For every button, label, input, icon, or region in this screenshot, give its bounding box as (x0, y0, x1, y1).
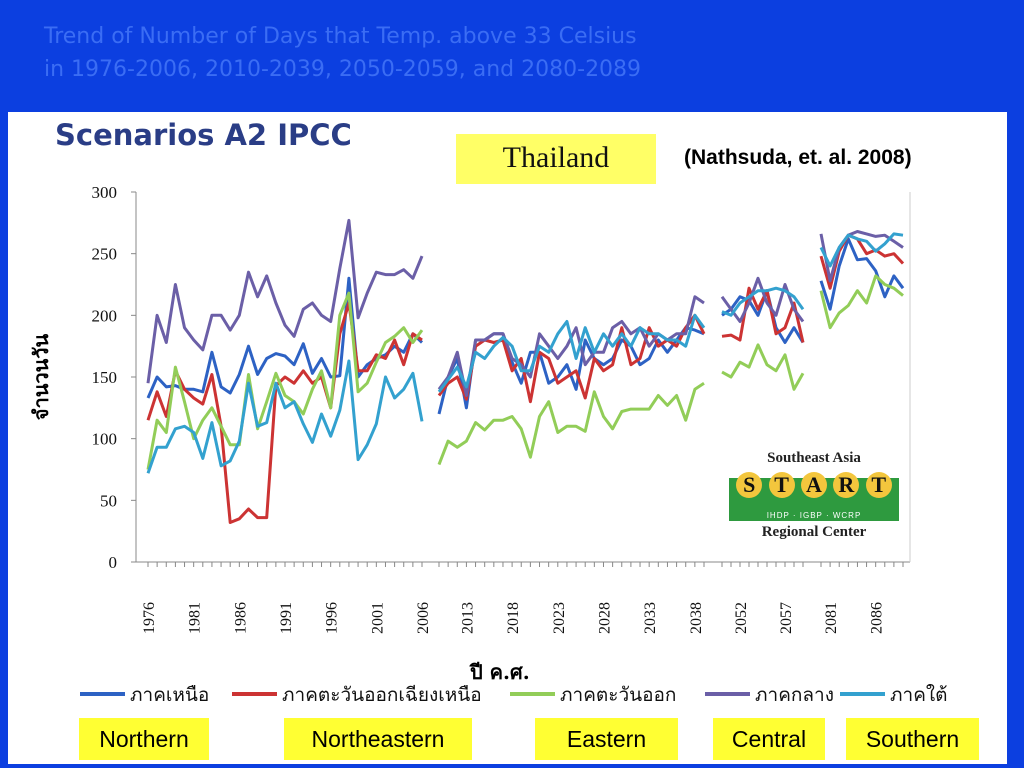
x-tick-label: 2023 (551, 602, 568, 634)
y-tick-label: 50 (100, 491, 117, 510)
series-line-1 (721, 286, 805, 343)
y-tick-label: 0 (109, 553, 118, 572)
series-line-4 (437, 313, 706, 393)
x-tick-label: 2038 (688, 602, 705, 634)
region-central: Central (713, 718, 825, 760)
x-tick-label: 2057 (778, 602, 795, 634)
y-tick-label: 200 (92, 306, 118, 325)
legend-label: ภาคเหนือ (130, 685, 209, 706)
x-tick-label: 1976 (141, 602, 158, 634)
series-line-2 (721, 343, 805, 391)
x-axis-label: ปี ค.ศ. (470, 660, 530, 684)
logo-letter: R (833, 472, 860, 498)
legend-label: ภาคกลาง (755, 685, 834, 706)
logo-letter: A (800, 472, 827, 498)
logo-letter: T (768, 472, 795, 498)
series-line-4 (146, 359, 424, 474)
slide-title-line2: in 1976-2006, 2010-2039, 2050-2059, and … (44, 57, 642, 82)
x-tick-label: 2018 (505, 602, 522, 634)
x-tick-label: 2028 (596, 602, 613, 634)
series-line-0 (146, 276, 424, 399)
x-tick-label: 2081 (823, 602, 840, 634)
series-line-2 (146, 291, 424, 470)
series-line-2 (819, 274, 904, 330)
slide-title-line1: Trend of Number of Days that Temp. above… (44, 24, 637, 49)
slide-title: Trend of Number of Days that Temp. above… (44, 20, 641, 86)
citation: (Nathsuda, et. al. 2008) (684, 146, 912, 169)
legend-label: ภาคตะวันออกเฉียงเหนือ (282, 684, 482, 706)
series-line-1 (437, 313, 706, 404)
region-northern: Northern (79, 718, 209, 760)
series-line-4 (721, 286, 805, 317)
legend-label: ภาคตะวันออก (560, 685, 676, 706)
x-tick-label: 2001 (369, 602, 386, 634)
content-panel (8, 112, 1007, 764)
y-tick-label: 300 (92, 183, 118, 202)
y-tick-label: 150 (92, 368, 118, 387)
region-northeastern: Northeastern (284, 718, 472, 760)
region-southern: Southern (846, 718, 979, 760)
legend-label: ภาคใต้ (890, 684, 948, 706)
y-axis-label-text: จำนวนวัน (29, 333, 53, 421)
region-eastern: Eastern (535, 718, 678, 760)
y-tick-label: 250 (92, 245, 118, 264)
x-tick-label: 1991 (278, 602, 295, 634)
x-tick-label: 1981 (187, 602, 204, 634)
x-tick-label: 2006 (415, 602, 432, 634)
x-tick-label: 2086 (869, 602, 886, 634)
x-tick-label: 2033 (642, 602, 659, 634)
logo-letter: S (736, 472, 763, 498)
logo-letter: T (865, 472, 892, 498)
scenario-label: Scenarios A2 IPCC (55, 118, 352, 152)
x-tick-label: 1996 (324, 602, 341, 634)
y-axis-label: จำนวนวัน (28, 332, 54, 422)
country-label: Thailand (456, 134, 656, 184)
logo-line2: IHDP · IGBP · WCRP (729, 510, 899, 521)
series-line-1 (146, 301, 423, 524)
x-tick-label: 1986 (232, 602, 249, 634)
series-line-2 (437, 381, 705, 466)
series-line-3 (146, 218, 424, 384)
logo-line1: Southeast Asia (767, 450, 861, 466)
series-line-4 (819, 232, 904, 268)
x-tick-label: 2013 (459, 602, 476, 634)
logo-letters: S T A R T (729, 472, 899, 498)
start-logo: Southeast Asia S T A R T IHDP · IGBP · W… (729, 448, 899, 544)
x-tick-label: 2052 (733, 602, 750, 634)
logo-line3: Regional Center (761, 524, 867, 540)
y-tick-label: 100 (92, 430, 118, 449)
